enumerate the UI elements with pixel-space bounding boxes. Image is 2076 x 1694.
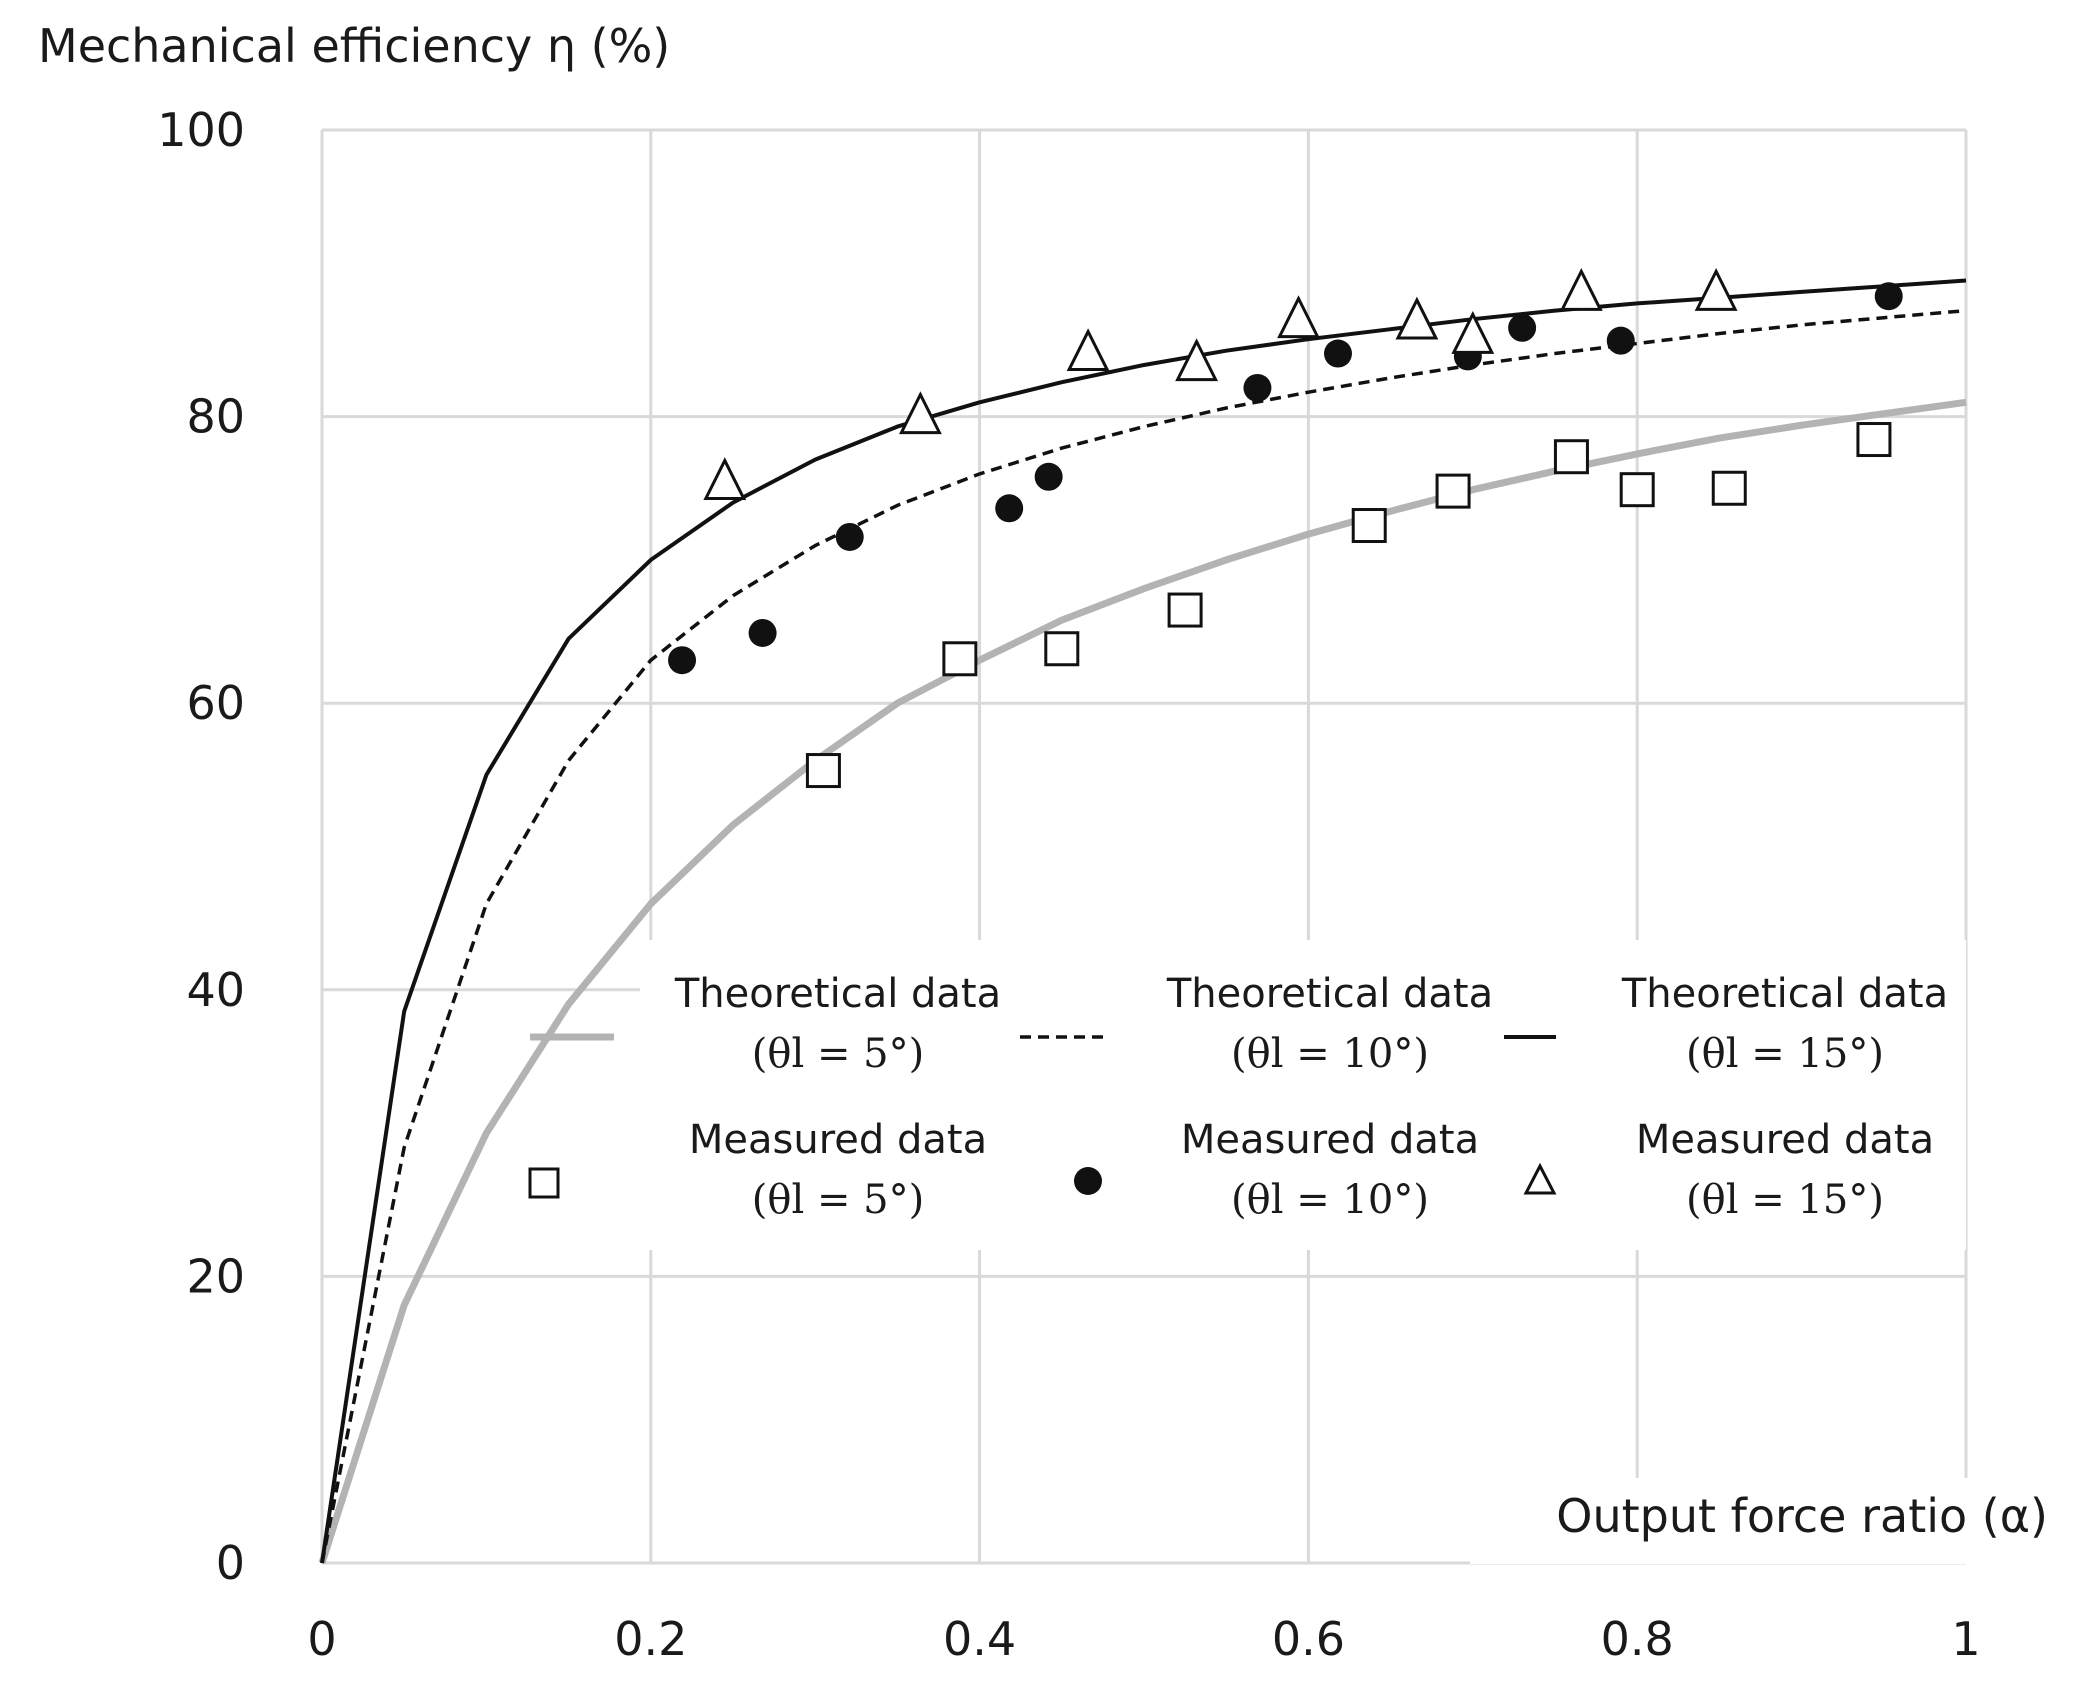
series-line-0 (318, 398, 1967, 1565)
measured-point-15deg (1066, 328, 1110, 372)
legend-swatch-4 (1074, 1167, 1102, 1195)
legend-sublabel: (θl = 15°) (1686, 1177, 1884, 1223)
measured-point-10deg (748, 618, 777, 647)
series-line-1 (320, 308, 1967, 1564)
measured-point-10deg (1323, 339, 1352, 368)
legend-sublabel: (θl = 10°) (1231, 1177, 1429, 1223)
measured-point-5deg (1044, 631, 1080, 667)
x-tick-label: 1 (1951, 1612, 1980, 1666)
legend-label: Measured data (689, 1117, 987, 1163)
y-tick-label: 0 (216, 1536, 245, 1590)
legend-background (640, 940, 1966, 1250)
legend: Theoretical data (θl = 5°) Theoretical dat… (528, 940, 1966, 1250)
legend-sublabel: (θl = 5°) (752, 1031, 924, 1077)
x-axis-title: Output force ratio (α) (1556, 1489, 2048, 1543)
axes: 0 0.2 0.4 0.6 0.8 1 0 20 40 60 80 100 Output force r… (157, 103, 2070, 1666)
measured-point-10deg (1243, 373, 1272, 402)
legend-label: Theoretical data (674, 971, 1001, 1017)
y-tick-label: 80 (186, 390, 245, 444)
legend-sublabel: (θl = 15°) (1686, 1031, 1884, 1077)
measured-point-15deg (1175, 338, 1219, 382)
legend-sublabel: (θl = 10°) (1231, 1031, 1429, 1077)
x-tick-label: 0.8 (1601, 1612, 1674, 1666)
measured-point-5deg (1619, 472, 1655, 508)
measured-point-5deg (1435, 473, 1471, 509)
series-layer (318, 268, 1967, 1565)
measured-point-10deg (995, 494, 1024, 523)
legend-swatch-3 (528, 1167, 560, 1199)
measured-point-10deg (1874, 282, 1903, 311)
legend-label: Theoretical data (1166, 971, 1493, 1017)
y-tick-label: 40 (186, 963, 245, 1017)
series-line-2 (320, 278, 1967, 1564)
legend-label: Measured data (1181, 1117, 1479, 1163)
x-axis-title-background (1470, 1478, 2070, 1564)
measured-point-15deg (1694, 268, 1738, 311)
y-tick-label: 100 (157, 103, 245, 157)
measured-point-15deg (703, 457, 747, 501)
x-tick-label: 0.6 (1272, 1612, 1345, 1666)
measured-point-10deg (668, 646, 697, 675)
legend-swatch-5 (1523, 1162, 1557, 1195)
x-tick-label: 0.4 (943, 1612, 1016, 1666)
y-axis-title: Mechanical efficiency η (%) (38, 19, 670, 73)
measured-point-5deg (1711, 470, 1747, 506)
measured-point-10deg (1606, 326, 1635, 355)
y-tick-label: 20 (186, 1249, 245, 1303)
measured-point-10deg (1508, 313, 1537, 342)
measured-point-15deg (1277, 295, 1320, 339)
measured-point-5deg (1856, 422, 1892, 458)
y-tick-label: 60 (186, 676, 245, 730)
measured-point-5deg (1553, 439, 1589, 475)
legend-sublabel: (θl = 5°) (752, 1177, 924, 1223)
measured-point-5deg (805, 753, 841, 789)
measured-point-15deg (1451, 310, 1495, 354)
legend-label: Measured data (1636, 1117, 1934, 1163)
measured-point-10deg (1034, 462, 1063, 491)
measured-point-5deg (1167, 592, 1203, 628)
legend-label: Theoretical data (1621, 971, 1948, 1017)
x-tick-label: 0.2 (614, 1612, 687, 1666)
measured-point-10deg (835, 522, 864, 551)
x-tick-label: 0 (307, 1612, 336, 1666)
grid (320, 128, 1968, 1565)
measured-point-5deg (942, 641, 978, 677)
measured-point-15deg (898, 391, 942, 435)
measured-point-15deg (1559, 268, 1603, 311)
measured-point-15deg (1395, 296, 1439, 340)
measured-point-5deg (1351, 508, 1387, 544)
